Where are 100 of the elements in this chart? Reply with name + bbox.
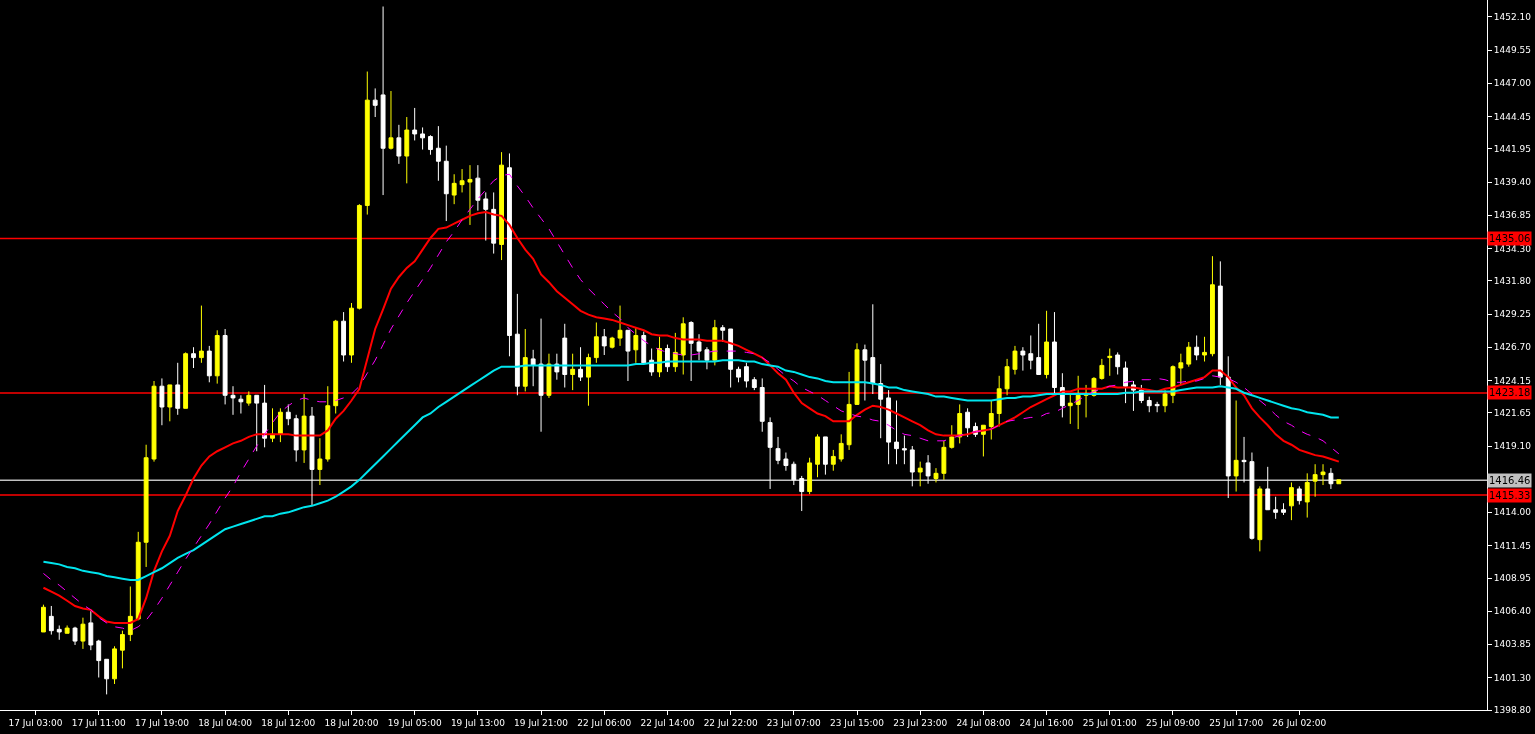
candlestick <box>1241 436 1247 483</box>
y-tick-label: 1424.15 <box>1493 375 1532 386</box>
y-tick-label: 1398.80 <box>1493 705 1532 716</box>
y-tick-label: 1419.10 <box>1493 441 1532 452</box>
candlestick <box>1107 348 1113 377</box>
candlestick <box>949 424 955 450</box>
candlestick <box>1044 310 1050 379</box>
candlestick <box>1194 334 1200 361</box>
candlestick <box>309 406 315 507</box>
candlestick <box>941 440 947 481</box>
candlestick <box>1115 351 1121 376</box>
candlestick <box>96 639 102 678</box>
candlestick <box>1099 358 1105 381</box>
candlestick <box>1028 334 1034 370</box>
y-tick-label: 1408.95 <box>1493 573 1532 584</box>
x-tick-label: 24 Jul 16:00 <box>1019 717 1074 728</box>
y-tick-label: 1434.30 <box>1493 243 1532 254</box>
x-tick-label: 25 Jul 01:00 <box>1082 717 1138 728</box>
candlestick <box>1336 479 1342 485</box>
x-tick-label: 23 Jul 07:00 <box>766 717 822 728</box>
candlestick <box>467 164 473 226</box>
candlestick <box>1217 260 1223 386</box>
y-tick-label: 1449.55 <box>1493 45 1532 56</box>
candlestick <box>317 437 323 486</box>
candlestick <box>609 336 615 349</box>
y-tick-label: 1414.00 <box>1493 507 1532 518</box>
candlestick <box>925 454 931 485</box>
candlestick <box>736 366 741 383</box>
candlestick <box>428 134 433 156</box>
x-tick-label: 25 Jul 17:00 <box>1209 717 1264 728</box>
candlestick <box>48 605 54 636</box>
line-series <box>42 359 1340 581</box>
candlestick <box>570 353 576 391</box>
candlestick <box>1320 463 1326 486</box>
candlestick <box>507 152 512 357</box>
candlestick <box>838 433 844 463</box>
candlestick <box>388 90 394 151</box>
candlestick <box>586 353 591 407</box>
x-tick-label: 18 Jul 20:00 <box>324 717 379 728</box>
candlestick <box>665 344 670 373</box>
candlestick <box>499 151 504 261</box>
ref-line-label: 1416.46 <box>1489 475 1531 486</box>
x-tick-label: 23 Jul 23:00 <box>893 717 948 728</box>
y-tick-label: 1421.65 <box>1493 408 1532 419</box>
candlestick <box>759 377 765 433</box>
candlestick <box>167 384 173 422</box>
ref-line-label: 1423.18 <box>1489 387 1531 398</box>
candlestick <box>88 610 94 651</box>
candlestick <box>680 316 686 376</box>
y-tick-label: 1452.10 <box>1493 12 1532 23</box>
candlestick <box>578 346 583 382</box>
candlestick <box>1162 389 1168 413</box>
candlestick <box>1233 400 1239 493</box>
candlestick <box>822 436 828 476</box>
candlestick <box>72 626 78 646</box>
x-tick-label: 18 Jul 04:00 <box>198 717 253 728</box>
candlestick <box>301 393 307 464</box>
y-tick-label: 1411.45 <box>1493 540 1532 551</box>
candlestick <box>459 168 465 193</box>
candlestick <box>846 371 852 451</box>
x-tick-label: 17 Jul 03:00 <box>8 717 63 728</box>
candlestick <box>277 407 283 443</box>
candlestick <box>909 445 915 487</box>
y-tick-label: 1401.30 <box>1493 672 1532 683</box>
candlestick <box>751 376 757 391</box>
x-tick-label: 17 Jul 19:00 <box>134 717 190 728</box>
candlestick <box>878 363 884 439</box>
candlestick <box>1257 485 1263 552</box>
candlestick <box>64 624 70 634</box>
candlestick <box>238 394 244 415</box>
x-tick-label: 19 Jul 05:00 <box>387 717 442 728</box>
candlestick <box>270 407 275 443</box>
candlestick <box>443 145 449 222</box>
candlestick <box>349 302 354 364</box>
candlestick <box>356 203 362 310</box>
candlestick <box>1020 346 1026 372</box>
candlestick <box>198 305 204 364</box>
candlestick <box>1123 361 1128 404</box>
x-tick-label: 19 Jul 21:00 <box>514 717 569 728</box>
candlestick <box>1281 502 1286 516</box>
candlestick <box>1328 467 1334 490</box>
candlestick <box>625 329 631 382</box>
candlestick <box>143 444 149 568</box>
candlestick <box>1202 336 1207 362</box>
x-tick-label: 22 Jul 14:00 <box>640 717 695 728</box>
candlestick <box>704 346 710 370</box>
candlestick <box>491 191 497 255</box>
candlestick <box>372 87 378 118</box>
candlestick <box>775 436 781 465</box>
y-tick-label: 1441.95 <box>1493 144 1532 155</box>
candlestick <box>514 293 520 396</box>
candlestick <box>593 321 599 364</box>
candlestick <box>183 351 189 409</box>
candlestick <box>191 346 196 369</box>
candlestick <box>862 344 868 402</box>
candlestick <box>475 164 481 212</box>
candlestick <box>1154 401 1160 413</box>
candlestick <box>420 126 426 151</box>
candlestick <box>325 385 331 463</box>
candlestick <box>1265 466 1271 511</box>
